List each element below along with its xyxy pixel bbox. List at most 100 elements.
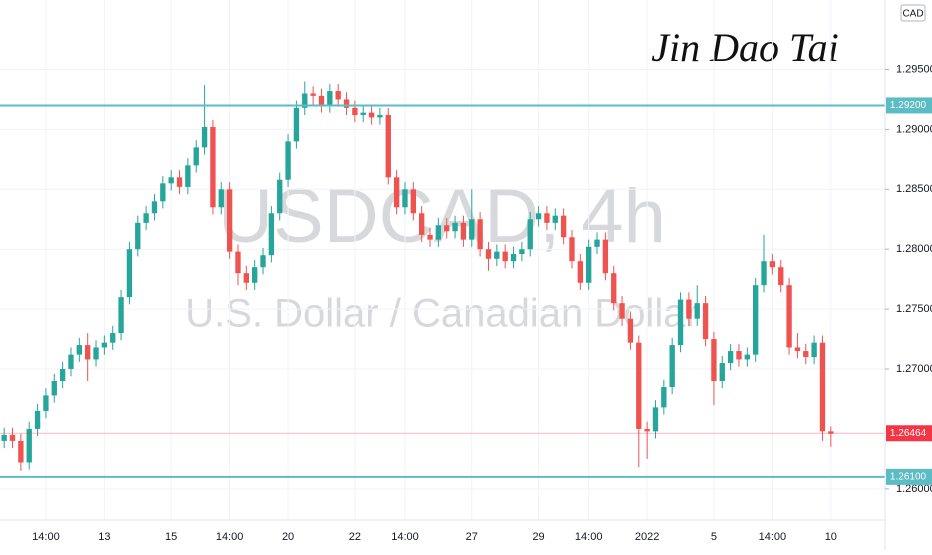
- candle-body: [819, 342, 826, 432]
- candle-body: [669, 345, 675, 388]
- candle-body: [201, 127, 208, 148]
- candle-body: [711, 339, 717, 382]
- candle-body: [368, 112, 375, 118]
- candle-body: [828, 431, 834, 434]
- candle-body: [719, 363, 725, 382]
- x-tick-label: 2022: [635, 531, 659, 543]
- candle-body: [677, 299, 684, 346]
- candle-body: [151, 201, 158, 214]
- candle-body: [143, 213, 149, 223]
- x-tick-label: 15: [165, 531, 177, 543]
- x-tick-label: 5: [711, 531, 717, 543]
- y-tick-label: 1.29000: [896, 123, 932, 135]
- candle-body: [18, 440, 24, 463]
- x-tick-label: 14:00: [759, 531, 787, 543]
- candle-body: [602, 239, 609, 274]
- candle-body: [727, 351, 734, 364]
- candle-body: [452, 222, 458, 232]
- candle-body: [477, 219, 483, 250]
- candle-body: [26, 428, 32, 463]
- x-tick-label: 20: [282, 531, 294, 543]
- candle-body: [661, 387, 667, 408]
- candle-body: [43, 395, 49, 411]
- candle-body: [410, 189, 416, 214]
- candle-body: [494, 251, 500, 259]
- last-price-bg: [886, 425, 932, 442]
- candle-body: [176, 177, 183, 187]
- candle-body: [210, 127, 216, 208]
- candle-body: [293, 107, 300, 142]
- x-tick-label: 22: [349, 531, 361, 543]
- candle-body: [611, 273, 617, 304]
- candle-body: [753, 285, 759, 355]
- candle-body: [85, 345, 91, 360]
- candle-body: [469, 219, 475, 240]
- candle-body: [778, 267, 784, 286]
- level-label: 1.26100: [890, 472, 927, 483]
- candle-body: [427, 234, 433, 240]
- candle-body: [644, 428, 650, 432]
- candle-body: [527, 219, 533, 250]
- candle-body: [260, 255, 266, 268]
- candle-body: [577, 261, 583, 283]
- candle-body: [560, 215, 567, 238]
- level-label-bg: [886, 97, 932, 114]
- candle-body: [310, 93, 316, 96]
- candle-body: [226, 189, 233, 252]
- candle-body: [193, 147, 199, 166]
- candle-body: [419, 213, 425, 235]
- candle-body: [302, 93, 308, 108]
- x-tick-label: 14:00: [391, 531, 419, 543]
- candle-body: [268, 213, 275, 256]
- candle-body: [385, 115, 391, 178]
- candle-body: [627, 318, 634, 343]
- y-tick-label: 1.28500: [896, 183, 932, 195]
- candle-body: [352, 107, 358, 116]
- candle-body: [811, 342, 817, 358]
- candle-body: [460, 222, 467, 240]
- candle-body: [619, 303, 625, 319]
- candle-body: [535, 213, 542, 220]
- candle-body: [318, 95, 325, 106]
- candle-body: [569, 237, 575, 262]
- y-tick-label: 1.26000: [896, 483, 932, 495]
- candle-body: [744, 354, 750, 360]
- candle-body: [34, 410, 41, 429]
- candle-body: [435, 225, 442, 240]
- candle-body: [594, 239, 600, 247]
- currency-label: CAD: [902, 9, 923, 20]
- candle-body: [510, 254, 517, 262]
- level-label: 1.29200: [890, 100, 927, 111]
- candle-body: [160, 183, 166, 202]
- candle-body: [544, 213, 550, 223]
- candle-body: [552, 215, 558, 223]
- candle-body: [327, 91, 333, 106]
- candle-body: [126, 249, 133, 298]
- candle-body: [736, 351, 742, 360]
- candle-body: [335, 91, 341, 100]
- candle-body: [686, 299, 692, 319]
- candle-body: [185, 165, 191, 187]
- signature: Jin Dao Tai: [651, 25, 838, 70]
- plot-area: [0, 0, 885, 520]
- candle-body: [502, 251, 508, 262]
- y-tick-label: 1.28000: [896, 243, 932, 255]
- last-price-label: 1.26464: [890, 428, 927, 439]
- x-tick-label: 14:00: [216, 531, 244, 543]
- candle-body: [360, 112, 366, 116]
- candle-body: [51, 381, 57, 396]
- y-tick-label: 1.29500: [896, 63, 932, 75]
- candle-body: [761, 261, 767, 286]
- candle-body: [694, 303, 700, 319]
- candle-body: [93, 347, 99, 360]
- candle-body: [586, 246, 592, 283]
- candle-body: [377, 115, 383, 118]
- x-tick-label: 14:00: [575, 531, 603, 543]
- candle-body: [101, 342, 108, 348]
- x-tick-label: 29: [532, 531, 544, 543]
- candle-body: [235, 251, 241, 274]
- candle-body: [485, 249, 492, 259]
- candle-body: [9, 434, 16, 441]
- x-tick-label: 14:00: [32, 531, 60, 543]
